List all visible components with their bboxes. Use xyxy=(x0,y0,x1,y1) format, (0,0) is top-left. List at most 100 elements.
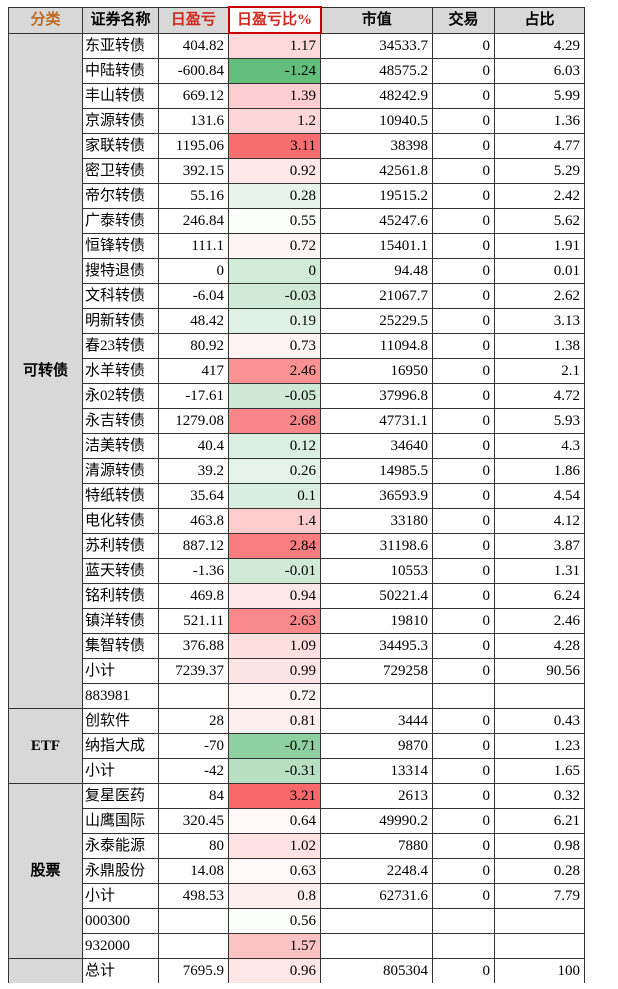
cell-pnl[interactable]: 521.11 xyxy=(158,608,229,634)
cell-name[interactable]: 永泰能源 xyxy=(82,833,159,859)
cell-pnl[interactable]: 28 xyxy=(158,708,229,734)
cell-pnl[interactable]: 1279.08 xyxy=(158,408,229,434)
cell-share[interactable]: 5.93 xyxy=(494,408,585,434)
cell-share[interactable]: 0.98 xyxy=(494,833,585,859)
cell-ratio[interactable]: 1.2 xyxy=(228,108,321,134)
cell-trade[interactable]: 0 xyxy=(432,383,495,409)
cell-pnl[interactable]: 7695.9 xyxy=(158,958,229,983)
cell-name[interactable]: 家联转债 xyxy=(82,133,159,159)
cell-pnl[interactable]: 55.16 xyxy=(158,183,229,209)
cell-name[interactable]: 春23转债 xyxy=(82,333,159,359)
cell-pnl[interactable]: 7239.37 xyxy=(158,658,229,684)
cell-name[interactable]: 000300 xyxy=(82,908,159,934)
column-header-ratio[interactable]: 日盈亏比% xyxy=(227,6,322,34)
cell-ratio[interactable]: 2.46 xyxy=(228,358,321,384)
cell-name[interactable]: 镇洋转债 xyxy=(82,608,159,634)
cell-pnl[interactable]: 376.88 xyxy=(158,633,229,659)
column-header-trade[interactable]: 交易 xyxy=(432,6,495,34)
cell-mv[interactable]: 31198.6 xyxy=(320,533,433,559)
cell-name[interactable]: 永吉转债 xyxy=(82,408,159,434)
cell-ratio[interactable]: -0.03 xyxy=(228,283,321,309)
cell-share[interactable]: 2.62 xyxy=(494,283,585,309)
cell-pnl[interactable]: 35.64 xyxy=(158,483,229,509)
cell-trade[interactable]: 0 xyxy=(432,858,495,884)
cell-trade[interactable]: 0 xyxy=(432,208,495,234)
cell-pnl[interactable]: -17.61 xyxy=(158,383,229,409)
cell-ratio[interactable]: 0.19 xyxy=(228,308,321,334)
cell-ratio[interactable]: 2.68 xyxy=(228,408,321,434)
cell-name[interactable]: 密卫转债 xyxy=(82,158,159,184)
cell-pnl[interactable] xyxy=(158,683,229,709)
cell-ratio[interactable]: 0.72 xyxy=(228,683,321,709)
cell-pnl[interactable] xyxy=(158,933,229,959)
cell-name[interactable]: 蓝天转债 xyxy=(82,558,159,584)
cell-share[interactable]: 3.87 xyxy=(494,533,585,559)
cell-name[interactable]: 东亚转债 xyxy=(82,32,159,59)
cell-name[interactable]: 永02转债 xyxy=(82,383,159,409)
cell-ratio[interactable]: 1.09 xyxy=(228,633,321,659)
cell-name[interactable]: 广泰转债 xyxy=(82,208,159,234)
cell-mv[interactable]: 14985.5 xyxy=(320,458,433,484)
cell-ratio[interactable]: 0.64 xyxy=(228,808,321,834)
cell-mv[interactable]: 62731.6 xyxy=(320,883,433,909)
cell-trade[interactable]: 0 xyxy=(432,808,495,834)
cell-pnl[interactable]: 887.12 xyxy=(158,533,229,559)
cell-trade[interactable]: 0 xyxy=(432,633,495,659)
cell-mv[interactable]: 10553 xyxy=(320,558,433,584)
cell-trade[interactable]: 0 xyxy=(432,108,495,134)
cell-pnl[interactable]: -6.04 xyxy=(158,283,229,309)
cell-share[interactable]: 1.36 xyxy=(494,108,585,134)
cell-mv[interactable] xyxy=(320,908,433,934)
cell-name[interactable]: 文科转债 xyxy=(82,283,159,309)
cell-pnl[interactable]: 80.92 xyxy=(158,333,229,359)
column-header-name[interactable]: 证券名称 xyxy=(82,6,159,34)
cell-mv[interactable]: 10940.5 xyxy=(320,108,433,134)
cell-pnl[interactable]: 84 xyxy=(158,783,229,809)
cell-ratio[interactable]: -0.01 xyxy=(228,558,321,584)
cell-share[interactable]: 4.54 xyxy=(494,483,585,509)
cell-ratio[interactable]: 2.63 xyxy=(228,608,321,634)
cell-pnl[interactable]: 39.2 xyxy=(158,458,229,484)
column-header-mv[interactable]: 市值 xyxy=(320,6,433,34)
cell-ratio[interactable]: 0.72 xyxy=(228,233,321,259)
cell-trade[interactable]: 0 xyxy=(432,583,495,609)
cell-share[interactable]: 100 xyxy=(494,958,585,983)
cell-trade[interactable] xyxy=(432,683,495,709)
cell-name[interactable]: 搜特退债 xyxy=(82,258,159,284)
cell-mv[interactable]: 34640 xyxy=(320,433,433,459)
cell-ratio[interactable]: -0.05 xyxy=(228,383,321,409)
cell-share[interactable]: 1.23 xyxy=(494,733,585,759)
cell-name[interactable]: 丰山转债 xyxy=(82,83,159,109)
cell-trade[interactable]: 0 xyxy=(432,283,495,309)
cell-pnl[interactable]: 14.08 xyxy=(158,858,229,884)
cell-mv[interactable]: 13314 xyxy=(320,758,433,784)
cell-trade[interactable]: 0 xyxy=(432,658,495,684)
cell-share[interactable]: 1.31 xyxy=(494,558,585,584)
cell-trade[interactable]: 0 xyxy=(432,333,495,359)
cell-ratio[interactable]: 2.84 xyxy=(228,533,321,559)
cell-ratio[interactable]: 3.21 xyxy=(228,783,321,809)
cell-pnl[interactable]: 48.42 xyxy=(158,308,229,334)
cell-share[interactable]: 6.03 xyxy=(494,58,585,84)
cell-share[interactable]: 2.42 xyxy=(494,183,585,209)
cell-ratio[interactable]: 0.63 xyxy=(228,858,321,884)
cell-ratio[interactable]: 3.11 xyxy=(228,133,321,159)
cell-mv[interactable]: 42561.8 xyxy=(320,158,433,184)
cell-name[interactable]: 洁美转债 xyxy=(82,433,159,459)
cell-trade[interactable]: 0 xyxy=(432,608,495,634)
cell-share[interactable]: 5.62 xyxy=(494,208,585,234)
cell-ratio[interactable]: 0.55 xyxy=(228,208,321,234)
cell-trade[interactable]: 0 xyxy=(432,183,495,209)
cell-mv[interactable]: 37996.8 xyxy=(320,383,433,409)
cell-share[interactable]: 0.01 xyxy=(494,258,585,284)
cell-trade[interactable]: 0 xyxy=(432,133,495,159)
cell-trade[interactable]: 0 xyxy=(432,483,495,509)
cell-pnl[interactable]: 463.8 xyxy=(158,508,229,534)
cell-name[interactable]: 帝尔转债 xyxy=(82,183,159,209)
cell-ratio[interactable]: 0.92 xyxy=(228,158,321,184)
cell-share[interactable]: 6.21 xyxy=(494,808,585,834)
cell-trade[interactable]: 0 xyxy=(432,558,495,584)
cell-share[interactable]: 1.91 xyxy=(494,233,585,259)
cell-share[interactable]: 4.3 xyxy=(494,433,585,459)
cell-name[interactable]: 京源转债 xyxy=(82,108,159,134)
